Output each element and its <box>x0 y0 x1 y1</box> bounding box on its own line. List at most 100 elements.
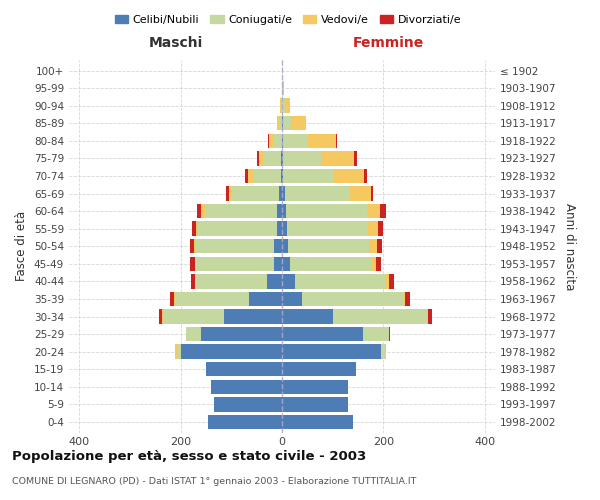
Bar <box>428 310 431 324</box>
Y-axis label: Anni di nascita: Anni di nascita <box>563 202 576 290</box>
Bar <box>371 256 376 271</box>
Bar <box>379 222 383 236</box>
Bar <box>259 151 263 166</box>
Bar <box>281 169 282 183</box>
Bar <box>281 98 282 113</box>
Bar <box>282 98 284 113</box>
Bar <box>196 256 274 271</box>
Bar <box>290 256 371 271</box>
Bar <box>201 327 282 342</box>
Bar <box>267 274 282 288</box>
Y-axis label: Fasce di età: Fasce di età <box>16 211 28 282</box>
Bar <box>281 151 282 166</box>
Bar <box>280 98 281 113</box>
Bar <box>282 239 288 254</box>
Bar <box>280 186 282 200</box>
Bar <box>282 397 348 411</box>
Text: COMUNE DI LEGNARO (PD) - Dati ISTAT 1° gennaio 2003 - Elaborazione TUTTITALIA.IT: COMUNE DI LEGNARO (PD) - Dati ISTAT 1° g… <box>12 478 416 486</box>
Bar <box>176 292 249 306</box>
Bar <box>282 292 302 306</box>
Bar <box>333 310 427 324</box>
Bar <box>274 239 282 254</box>
Bar <box>280 116 282 130</box>
Bar <box>381 344 386 359</box>
Bar <box>282 274 295 288</box>
Bar <box>162 310 163 324</box>
Bar <box>190 256 195 271</box>
Bar <box>208 415 282 429</box>
Bar <box>282 327 363 342</box>
Bar <box>175 344 176 359</box>
Bar <box>245 169 248 183</box>
Bar <box>248 169 253 183</box>
Bar <box>170 292 175 306</box>
Bar <box>282 81 283 96</box>
Bar <box>282 169 283 183</box>
Bar <box>282 256 290 271</box>
Bar <box>282 344 381 359</box>
Bar <box>282 362 356 376</box>
Bar <box>274 134 282 148</box>
Bar <box>249 292 282 306</box>
Bar <box>231 186 280 200</box>
Bar <box>282 415 353 429</box>
Bar <box>195 274 196 288</box>
Bar <box>190 239 194 254</box>
Bar <box>369 239 377 254</box>
Bar <box>181 344 282 359</box>
Bar <box>226 186 229 200</box>
Bar <box>288 239 369 254</box>
Bar <box>283 81 284 96</box>
Bar <box>282 134 283 148</box>
Bar <box>368 222 379 236</box>
Text: Popolazione per età, sesso e stato civile - 2003: Popolazione per età, sesso e stato civil… <box>12 450 366 463</box>
Bar <box>308 134 336 148</box>
Text: Femmine: Femmine <box>353 36 424 51</box>
Bar <box>191 274 195 288</box>
Bar <box>284 98 290 113</box>
Bar <box>159 310 162 324</box>
Bar <box>367 204 380 218</box>
Bar <box>284 186 350 200</box>
Bar <box>364 169 367 183</box>
Bar <box>282 380 348 394</box>
Bar <box>257 151 259 166</box>
Text: Maschi: Maschi <box>148 36 203 51</box>
Bar <box>286 204 367 218</box>
Bar <box>290 116 306 130</box>
Bar <box>268 134 269 148</box>
Bar <box>386 274 389 288</box>
Bar <box>354 151 356 166</box>
Bar <box>302 292 404 306</box>
Bar <box>206 204 277 218</box>
Bar <box>282 222 287 236</box>
Bar <box>263 151 281 166</box>
Bar <box>283 151 321 166</box>
Bar <box>229 186 231 200</box>
Bar <box>277 222 282 236</box>
Bar <box>282 116 283 130</box>
Bar <box>371 186 373 200</box>
Bar <box>405 292 410 306</box>
Bar <box>194 239 196 254</box>
Bar <box>199 222 277 236</box>
Bar <box>269 134 274 148</box>
Bar <box>350 186 371 200</box>
Bar <box>283 169 334 183</box>
Bar <box>201 204 206 218</box>
Bar <box>363 327 389 342</box>
Bar <box>274 256 282 271</box>
Bar <box>336 134 337 148</box>
Bar <box>211 380 282 394</box>
Bar <box>196 239 274 254</box>
Bar <box>295 274 386 288</box>
Bar <box>277 204 282 218</box>
Bar <box>283 116 290 130</box>
Bar <box>283 134 308 148</box>
Bar <box>282 204 286 218</box>
Bar <box>376 256 381 271</box>
Bar <box>282 151 283 166</box>
Bar <box>175 292 176 306</box>
Bar <box>224 310 282 324</box>
Bar <box>196 274 267 288</box>
